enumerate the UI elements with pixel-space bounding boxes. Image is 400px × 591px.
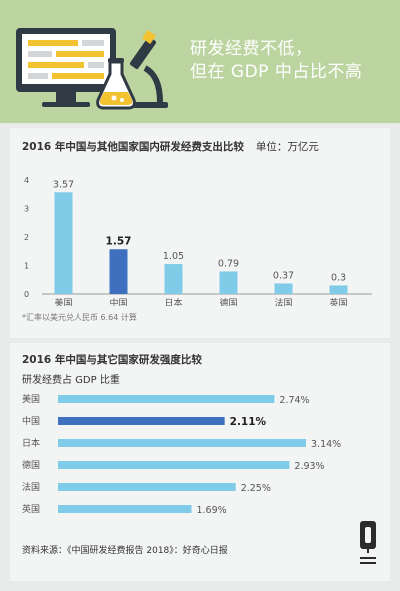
bar-1 bbox=[58, 417, 225, 425]
y-category-label: 法国 bbox=[22, 481, 40, 493]
bar-value-label: 0.3 bbox=[331, 272, 346, 283]
bar-value-label: 1.05 bbox=[163, 251, 184, 262]
bar-5 bbox=[329, 285, 348, 294]
bar-3 bbox=[58, 461, 290, 469]
chart2-subtitle: 研发经费占 GDP 比重 bbox=[22, 375, 120, 386]
y-category-label: 英国 bbox=[22, 503, 40, 515]
y-category-label: 美国 bbox=[22, 393, 40, 405]
bar-value-label: 3.57 bbox=[53, 179, 74, 190]
bar-value-label: 2.74% bbox=[279, 395, 309, 406]
x-category-label: 法国 bbox=[274, 297, 292, 306]
header-title-line2: 但在 GDP 中占比不高 bbox=[190, 62, 363, 82]
bar-value-label: 0.37 bbox=[273, 270, 294, 281]
rd-spending-panel: 2016 年中国与其他国家国内研发经费支出比较 单位：万亿元 0 1 2 3 4 3.57 美… bbox=[10, 128, 390, 338]
bar-2 bbox=[164, 264, 183, 294]
q-daily-logo-icon bbox=[360, 521, 376, 564]
bar-value-label: 0.79 bbox=[218, 258, 239, 269]
bar-value-label: 2.25% bbox=[241, 483, 271, 494]
bar-0 bbox=[58, 395, 275, 403]
x-category-label: 日本 bbox=[164, 297, 182, 306]
chart1-unit: 单位：万亿元 bbox=[255, 141, 319, 153]
bar-3 bbox=[219, 271, 238, 294]
y-tick-label: 2 bbox=[24, 233, 29, 242]
header-title: 研发经费不低， 但在 GDP 中占比不高 bbox=[190, 38, 395, 84]
bar-value-label: 3.14% bbox=[311, 439, 341, 450]
chart1-title-row: 2016 年中国与其他国家国内研发经费支出比较 单位：万亿元 bbox=[22, 139, 319, 154]
y-category-label: 德国 bbox=[22, 459, 40, 471]
chart2-title: 2016 年中国与其它国家研发强度比较 bbox=[22, 354, 202, 366]
bar-value-label: 1.57 bbox=[106, 235, 132, 247]
bar-value-label: 1.69% bbox=[196, 505, 226, 516]
exchange-rate-note: *汇率以美元兑人民币 6.64 计算 bbox=[22, 313, 137, 322]
rd-spending-bar-chart: 0 1 2 3 4 3.57 美国 1.57 中国 1.05 日本 0.79 德国 0.37 法国 0.3 英国 bbox=[24, 176, 372, 306]
rd-intensity-bar-chart: 美国 2.74% 中国 2.11% 日本 3.14% 德国 2.93% 法国 2.25% 英国 1.6… bbox=[22, 393, 341, 516]
bar-2 bbox=[58, 439, 306, 447]
research-illustration-icon bbox=[16, 28, 168, 110]
chart1-title: 2016 年中国与其他国家国内研发经费支出比较 bbox=[22, 141, 244, 153]
y-category-label: 日本 bbox=[22, 437, 40, 449]
x-category-label: 英国 bbox=[329, 297, 347, 306]
y-tick-label: 4 bbox=[24, 176, 29, 185]
bar-5 bbox=[58, 505, 192, 513]
bar-value-label: 2.93% bbox=[294, 461, 324, 472]
header-title-line1: 研发经费不低， bbox=[190, 39, 313, 59]
bar-0 bbox=[54, 192, 73, 294]
x-category-label: 德国 bbox=[219, 297, 237, 306]
bar-value-label: 2.11% bbox=[230, 416, 267, 428]
rd-intensity-panel: 2016 年中国与其它国家研发强度比较 研发经费占 GDP 比重 美国 2.74%… bbox=[10, 343, 390, 581]
x-category-label: 中国 bbox=[109, 297, 127, 306]
y-tick-label: 1 bbox=[24, 262, 29, 271]
header-banner: 研发经费不低， 但在 GDP 中占比不高 bbox=[0, 0, 400, 123]
data-source: 资料来源：《中国研发经费报告 2018》：好奇心日报 bbox=[22, 546, 228, 556]
y-tick-label: 3 bbox=[24, 205, 29, 214]
bar-4 bbox=[274, 283, 293, 294]
bar-1 bbox=[109, 249, 128, 294]
x-category-label: 美国 bbox=[54, 297, 72, 306]
y-tick-label: 0 bbox=[24, 290, 29, 299]
y-category-label: 中国 bbox=[22, 415, 40, 427]
bar-4 bbox=[58, 483, 236, 491]
